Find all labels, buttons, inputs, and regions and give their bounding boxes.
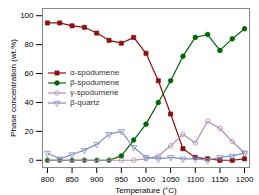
svg-text:1150: 1150 <box>211 175 229 184</box>
svg-text:100: 100 <box>20 11 34 20</box>
svg-text:Temperature (°C): Temperature (°C) <box>115 186 177 195</box>
svg-text:1050: 1050 <box>162 175 180 184</box>
svg-text:900: 900 <box>90 175 104 184</box>
svg-text:60: 60 <box>25 69 34 78</box>
svg-text:950: 950 <box>115 175 129 184</box>
svg-text:1000: 1000 <box>137 175 155 184</box>
html-text:β-quartz: β-quartz <box>70 97 100 107</box>
svg-text:1200: 1200 <box>236 175 254 184</box>
svg-text:20: 20 <box>25 127 34 136</box>
svg-text:800: 800 <box>41 175 55 184</box>
svg-text:0: 0 <box>29 156 34 165</box>
html-text:β-spodumene: β-spodumene <box>70 77 120 87</box>
html-text:γ-spodumene: γ-spodumene <box>70 87 119 97</box>
svg-text:850: 850 <box>65 175 79 184</box>
svg-text:80: 80 <box>25 40 34 49</box>
svg-text:1100: 1100 <box>187 175 205 184</box>
svg-text:40: 40 <box>25 98 34 107</box>
html-text:α-spodumene: α-spodumene <box>70 67 120 77</box>
svg-text:Phase concentration (wt.%): Phase concentration (wt.%) <box>9 39 18 137</box>
